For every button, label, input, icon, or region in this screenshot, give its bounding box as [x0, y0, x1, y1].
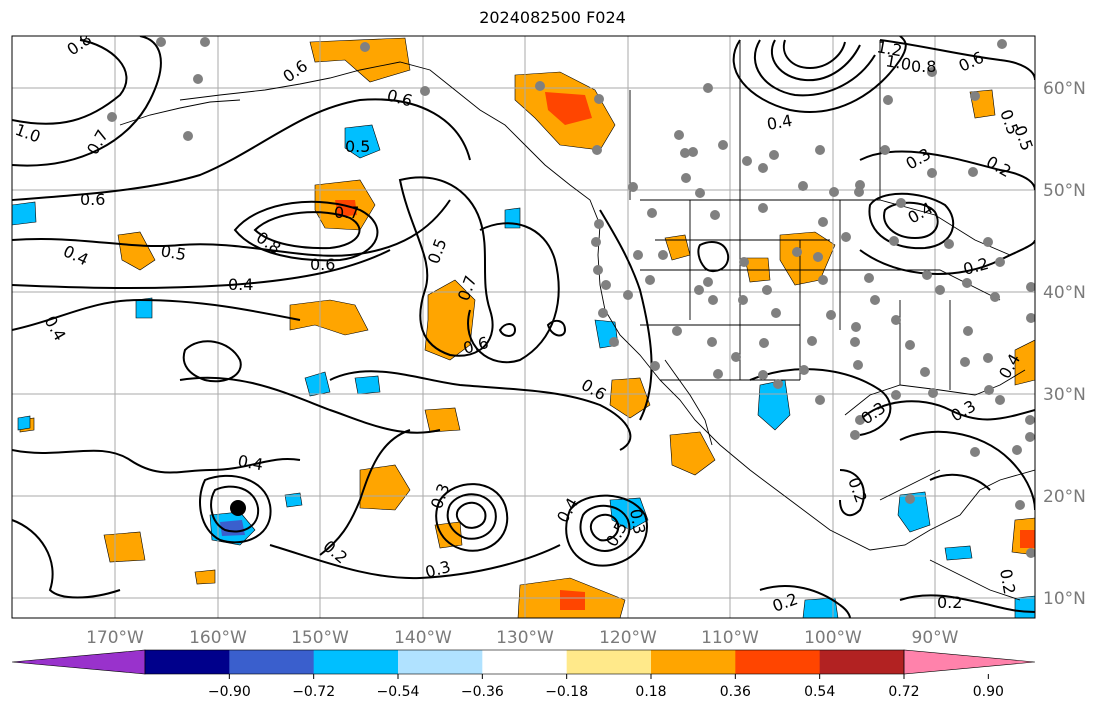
lon-tick-label: 110°W	[701, 628, 759, 648]
colorbar: −0.90 −0.72 −0.54 −0.36 −0.18 0.18 0.36 0.54 0.7…	[11, 649, 1036, 700]
contour-label: 0.7	[334, 203, 359, 222]
lon-tick-label: 90°W	[912, 628, 959, 648]
colorbar-segment	[313, 650, 399, 674]
contour-label: 0.5	[159, 241, 187, 264]
colorbar-segment	[398, 650, 483, 674]
contour-label: 0.3	[626, 507, 649, 535]
colorbar-tick-label: −0.18	[545, 684, 588, 700]
colorbar-segment	[819, 650, 905, 674]
map-frame	[11, 35, 1036, 619]
lat-tick-label: 50°N	[1043, 181, 1086, 201]
lat-tick-label: 10°N	[1043, 589, 1086, 609]
coastlines	[119, 40, 1035, 601]
lat-tick-label: 40°N	[1043, 283, 1086, 303]
colorbar-tick-label: −0.54	[377, 684, 420, 700]
contour-label: 0.4	[236, 451, 264, 474]
colorbar-tick-label: 0.36	[720, 684, 751, 700]
colorbar-tick-label: 0.18	[635, 684, 666, 700]
lon-tick-label: 160°W	[189, 628, 247, 648]
contour-label: 1.0	[884, 51, 912, 74]
colorbar-tick-label: −0.36	[461, 684, 504, 700]
contour-lines	[12, 36, 1035, 618]
storm-marker	[230, 500, 246, 516]
contour-label: 1.2	[875, 37, 903, 60]
colorbar-tick-label: 0.54	[804, 684, 835, 700]
colorbar-tick-label: 0.90	[973, 684, 1004, 700]
lon-tick-label: 100°W	[804, 628, 862, 648]
lon-axis: 170°W 160°W 150°W 140°W 130°W 120°W 110°…	[86, 628, 959, 648]
colorbar-tick-label: −0.72	[292, 684, 335, 700]
colorbar-min-extension	[11, 649, 146, 675]
colorbar-segment	[566, 650, 652, 674]
colorbar-tick-label: −0.90	[208, 684, 251, 700]
contour-label: 0.5	[345, 137, 370, 156]
colorbar-segment	[482, 650, 568, 674]
station-markers	[107, 37, 1035, 558]
colorbar-segment	[651, 650, 736, 674]
lon-tick-label: 170°W	[86, 628, 144, 648]
colorbar-max-extension	[903, 649, 1036, 675]
colorbar-ticks: −0.90 −0.72 −0.54 −0.36 −0.18 0.18 0.36 0.54 0.7…	[208, 674, 1004, 700]
lon-tick-label: 120°W	[599, 628, 657, 648]
contour-label: 0.8	[911, 57, 936, 76]
map-title: 2024082500 F024	[479, 8, 626, 27]
graticule	[12, 36, 1035, 618]
colorbar-segment	[229, 650, 315, 674]
contour-label: 0.6	[310, 255, 335, 274]
map-panel	[12, 36, 1035, 618]
lat-tick-label: 60°N	[1043, 79, 1086, 99]
colorbar-segment	[145, 650, 230, 674]
lat-axis: 60°N 50°N 40°N 30°N 20°N 10°N	[1043, 79, 1086, 609]
lat-tick-label: 20°N	[1043, 487, 1086, 507]
colorbar-segments	[145, 650, 905, 674]
lon-tick-label: 140°W	[394, 628, 452, 648]
lat-tick-label: 30°N	[1043, 385, 1086, 405]
colorbar-outline	[144, 649, 905, 675]
lon-tick-label: 150°W	[291, 628, 349, 648]
lon-tick-label: 130°W	[496, 628, 554, 648]
contour-label: 0.6	[80, 190, 105, 209]
shading-layer	[12, 37, 1035, 618]
contour-label: 0.4	[765, 111, 793, 134]
colorbar-segment	[735, 650, 821, 674]
colorbar-tick-label: 0.72	[888, 684, 919, 700]
contour-label: 0.2	[996, 567, 1019, 595]
contour-label: 0.2	[937, 593, 962, 612]
contour-label: 0.4	[228, 275, 253, 294]
